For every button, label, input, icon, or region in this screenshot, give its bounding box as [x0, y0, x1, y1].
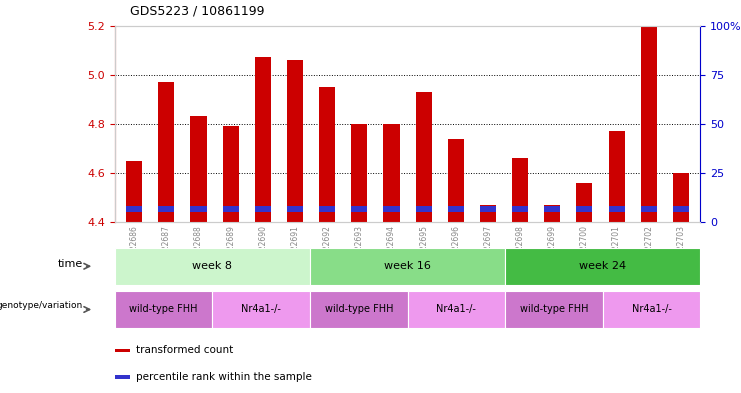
Bar: [512, 206, 528, 212]
Bar: [608, 206, 625, 212]
Bar: [673, 206, 689, 212]
Bar: [287, 60, 303, 222]
Bar: [673, 173, 689, 222]
Bar: [319, 206, 335, 212]
Bar: [115, 248, 310, 285]
Bar: [505, 291, 602, 328]
Text: Nr4a1-/-: Nr4a1-/-: [242, 305, 281, 314]
Bar: [255, 206, 271, 212]
Text: Nr4a1-/-: Nr4a1-/-: [631, 305, 671, 314]
Bar: [351, 124, 368, 222]
Bar: [576, 183, 593, 222]
Bar: [213, 291, 310, 328]
Text: week 16: week 16: [384, 261, 431, 271]
Bar: [416, 92, 432, 222]
Bar: [512, 158, 528, 222]
Bar: [448, 206, 464, 212]
Text: week 24: week 24: [579, 261, 626, 271]
Bar: [126, 161, 142, 222]
Bar: [505, 248, 700, 285]
Text: Nr4a1-/-: Nr4a1-/-: [436, 305, 476, 314]
Bar: [287, 206, 303, 212]
Text: GDS5223 / 10861199: GDS5223 / 10861199: [130, 5, 265, 18]
Bar: [222, 126, 239, 222]
Text: wild-type FHH: wild-type FHH: [130, 305, 198, 314]
Bar: [190, 206, 207, 212]
Bar: [480, 205, 496, 222]
Bar: [126, 206, 142, 212]
Bar: [641, 26, 657, 222]
Bar: [544, 205, 560, 222]
Bar: [602, 291, 700, 328]
Bar: [544, 206, 560, 212]
Text: wild-type FHH: wild-type FHH: [519, 305, 588, 314]
Bar: [416, 206, 432, 212]
Text: wild-type FHH: wild-type FHH: [325, 305, 393, 314]
Bar: [159, 82, 174, 222]
Bar: [351, 206, 368, 212]
Bar: [115, 375, 130, 379]
Bar: [480, 206, 496, 212]
Bar: [222, 206, 239, 212]
Bar: [310, 291, 408, 328]
Text: transformed count: transformed count: [136, 345, 233, 355]
Text: time: time: [58, 259, 83, 269]
Bar: [319, 87, 335, 222]
Bar: [448, 138, 464, 222]
Bar: [255, 57, 271, 222]
Bar: [608, 131, 625, 222]
Text: percentile rank within the sample: percentile rank within the sample: [136, 372, 312, 382]
Bar: [383, 124, 399, 222]
Text: genotype/variation: genotype/variation: [0, 301, 83, 310]
Bar: [190, 116, 207, 222]
Bar: [310, 248, 505, 285]
Bar: [115, 291, 213, 328]
Bar: [159, 206, 174, 212]
Bar: [383, 206, 399, 212]
Bar: [576, 206, 593, 212]
Bar: [641, 206, 657, 212]
Text: week 8: week 8: [193, 261, 233, 271]
Bar: [408, 291, 505, 328]
Bar: [115, 349, 130, 352]
